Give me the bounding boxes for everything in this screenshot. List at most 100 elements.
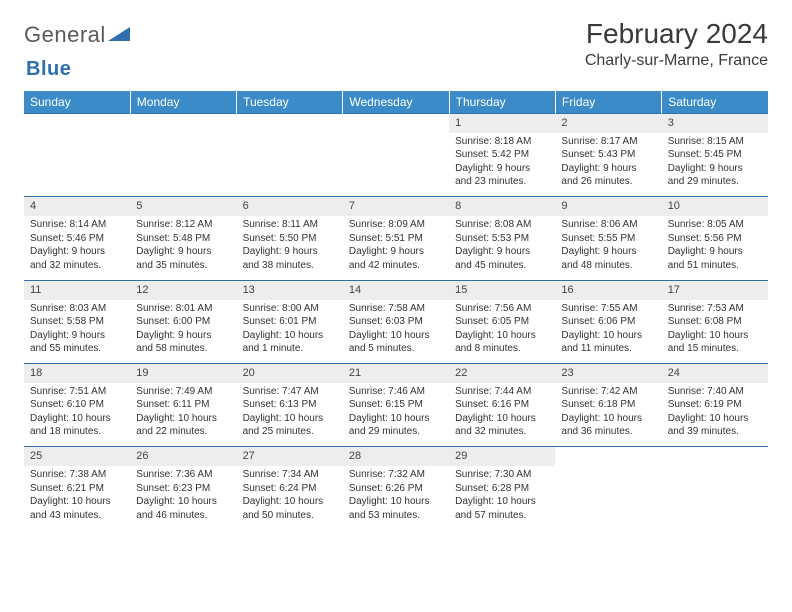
daylight-text: and 45 minutes. (455, 259, 549, 273)
week-number-row: 123 (24, 114, 768, 133)
day-detail-cell: Sunrise: 7:51 AMSunset: 6:10 PMDaylight:… (24, 383, 130, 447)
daylight-text: and 46 minutes. (136, 509, 230, 523)
day-detail-cell: Sunrise: 8:12 AMSunset: 5:48 PMDaylight:… (130, 216, 236, 280)
day-detail-cell (24, 133, 130, 197)
daylight-text: and 18 minutes. (30, 425, 124, 439)
daylight-text: and 48 minutes. (561, 259, 655, 273)
day-number: 17 (668, 284, 680, 296)
sunrise-text: Sunrise: 7:32 AM (349, 468, 443, 482)
day-detail-cell: Sunrise: 7:46 AMSunset: 6:15 PMDaylight:… (343, 383, 449, 447)
day-number: 9 (561, 200, 567, 212)
sunrise-text: Sunrise: 8:11 AM (243, 218, 337, 232)
sunset-text: Sunset: 6:06 PM (561, 315, 655, 329)
sunrise-text: Sunrise: 8:06 AM (561, 218, 655, 232)
day-number-cell: 1 (449, 114, 555, 133)
daylight-text: Daylight: 10 hours (455, 412, 549, 426)
day-number: 13 (243, 284, 255, 296)
day-detail-cell: Sunrise: 8:15 AMSunset: 5:45 PMDaylight:… (662, 133, 768, 197)
day-number-cell: 26 (130, 447, 236, 466)
sunrise-text: Sunrise: 7:49 AM (136, 385, 230, 399)
day-number-cell: 24 (662, 364, 768, 383)
daylight-text: Daylight: 9 hours (136, 245, 230, 259)
week-number-row: 18192021222324 (24, 364, 768, 383)
sunset-text: Sunset: 6:03 PM (349, 315, 443, 329)
day-detail-cell: Sunrise: 8:09 AMSunset: 5:51 PMDaylight:… (343, 216, 449, 280)
daylight-text: Daylight: 10 hours (668, 329, 762, 343)
sunset-text: Sunset: 6:24 PM (243, 482, 337, 496)
daylight-text: Daylight: 9 hours (455, 245, 549, 259)
day-number-cell: 4 (24, 197, 130, 216)
day-header: Thursday (449, 91, 555, 114)
sunrise-text: Sunrise: 8:17 AM (561, 135, 655, 149)
sunrise-text: Sunrise: 7:58 AM (349, 302, 443, 316)
sunset-text: Sunset: 6:05 PM (455, 315, 549, 329)
day-number-cell: 2 (555, 114, 661, 133)
day-detail-cell: Sunrise: 8:18 AMSunset: 5:42 PMDaylight:… (449, 133, 555, 197)
day-detail-cell (662, 466, 768, 530)
day-detail-cell: Sunrise: 8:08 AMSunset: 5:53 PMDaylight:… (449, 216, 555, 280)
day-number: 19 (136, 367, 148, 379)
sunrise-text: Sunrise: 8:01 AM (136, 302, 230, 316)
sunset-text: Sunset: 6:21 PM (30, 482, 124, 496)
logo-triangle-icon (108, 25, 130, 46)
logo-word1: General (24, 22, 106, 48)
daylight-text: and 57 minutes. (455, 509, 549, 523)
day-number: 27 (243, 450, 255, 462)
sunrise-text: Sunrise: 8:03 AM (30, 302, 124, 316)
sunset-text: Sunset: 5:48 PM (136, 232, 230, 246)
day-detail-cell: Sunrise: 8:06 AMSunset: 5:55 PMDaylight:… (555, 216, 661, 280)
day-number: 21 (349, 367, 361, 379)
day-number-cell: 3 (662, 114, 768, 133)
day-detail-cell (130, 133, 236, 197)
daylight-text: Daylight: 9 hours (455, 162, 549, 176)
sunrise-text: Sunrise: 8:18 AM (455, 135, 549, 149)
day-detail-cell: Sunrise: 8:01 AMSunset: 6:00 PMDaylight:… (130, 300, 236, 364)
day-detail-cell: Sunrise: 7:58 AMSunset: 6:03 PMDaylight:… (343, 300, 449, 364)
day-detail-cell: Sunrise: 7:42 AMSunset: 6:18 PMDaylight:… (555, 383, 661, 447)
day-number: 29 (455, 450, 467, 462)
sunrise-text: Sunrise: 7:53 AM (668, 302, 762, 316)
sunset-text: Sunset: 6:18 PM (561, 398, 655, 412)
daylight-text: Daylight: 10 hours (668, 412, 762, 426)
week-number-row: 11121314151617 (24, 280, 768, 299)
day-detail-cell (237, 133, 343, 197)
day-detail-cell: Sunrise: 7:53 AMSunset: 6:08 PMDaylight:… (662, 300, 768, 364)
day-number-cell (130, 114, 236, 133)
day-number: 7 (349, 200, 355, 212)
daylight-text: Daylight: 10 hours (243, 412, 337, 426)
day-detail-cell: Sunrise: 7:47 AMSunset: 6:13 PMDaylight:… (237, 383, 343, 447)
daylight-text: and 32 minutes. (30, 259, 124, 273)
day-number: 10 (668, 200, 680, 212)
sunrise-text: Sunrise: 8:15 AM (668, 135, 762, 149)
sunrise-text: Sunrise: 8:00 AM (243, 302, 337, 316)
sunset-text: Sunset: 6:28 PM (455, 482, 549, 496)
daylight-text: and 53 minutes. (349, 509, 443, 523)
day-number-cell: 13 (237, 280, 343, 299)
day-detail-cell: Sunrise: 7:40 AMSunset: 6:19 PMDaylight:… (662, 383, 768, 447)
day-detail-cell: Sunrise: 7:44 AMSunset: 6:16 PMDaylight:… (449, 383, 555, 447)
day-number-cell: 27 (237, 447, 343, 466)
day-number-cell: 6 (237, 197, 343, 216)
sunset-text: Sunset: 5:42 PM (455, 148, 549, 162)
day-number-cell: 16 (555, 280, 661, 299)
daylight-text: Daylight: 9 hours (30, 245, 124, 259)
daylight-text: Daylight: 10 hours (136, 495, 230, 509)
day-detail-cell: Sunrise: 7:32 AMSunset: 6:26 PMDaylight:… (343, 466, 449, 530)
daylight-text: and 36 minutes. (561, 425, 655, 439)
day-number-cell: 21 (343, 364, 449, 383)
day-detail-cell: Sunrise: 7:34 AMSunset: 6:24 PMDaylight:… (237, 466, 343, 530)
day-detail-cell: Sunrise: 7:38 AMSunset: 6:21 PMDaylight:… (24, 466, 130, 530)
day-header: Monday (130, 91, 236, 114)
daylight-text: Daylight: 9 hours (136, 329, 230, 343)
daylight-text: Daylight: 9 hours (561, 245, 655, 259)
week-detail-row: Sunrise: 7:38 AMSunset: 6:21 PMDaylight:… (24, 466, 768, 530)
day-number-cell (662, 447, 768, 466)
day-header: Friday (555, 91, 661, 114)
day-header: Sunday (24, 91, 130, 114)
sunrise-text: Sunrise: 7:55 AM (561, 302, 655, 316)
sunset-text: Sunset: 5:43 PM (561, 148, 655, 162)
daylight-text: and 50 minutes. (243, 509, 337, 523)
day-number-cell: 19 (130, 364, 236, 383)
sunset-text: Sunset: 5:50 PM (243, 232, 337, 246)
daylight-text: Daylight: 10 hours (455, 495, 549, 509)
